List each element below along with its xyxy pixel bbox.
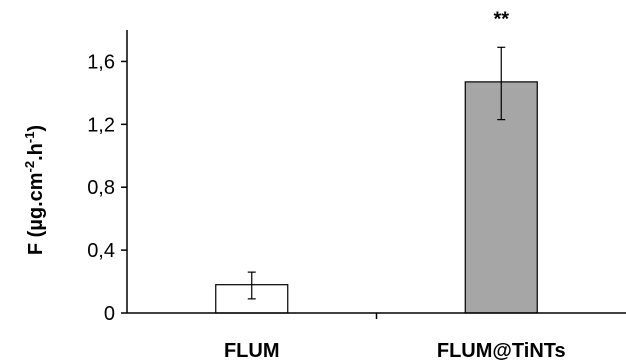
y-tick-label: 1,6 <box>87 51 115 73</box>
x-category-label: FLUM <box>224 340 280 362</box>
y-tick-label: 0,4 <box>87 240 115 262</box>
x-axis-ticks: FLUM FLUM@TiNTs <box>224 313 566 362</box>
y-axis-title: F (µg.cm-2.h-1) <box>22 125 47 255</box>
y-tick-label: 0 <box>104 303 115 325</box>
y-tick-label: 0,8 <box>87 177 115 199</box>
significance-label: ** <box>493 8 509 30</box>
y-tick-label: 1,2 <box>87 114 115 136</box>
y-axis-ticks: 0 0,4 0,8 1,2 1,6 <box>87 51 127 325</box>
error-bars: ** <box>247 8 509 300</box>
x-category-label: FLUM@TiNTs <box>437 340 566 362</box>
bars <box>215 81 538 314</box>
